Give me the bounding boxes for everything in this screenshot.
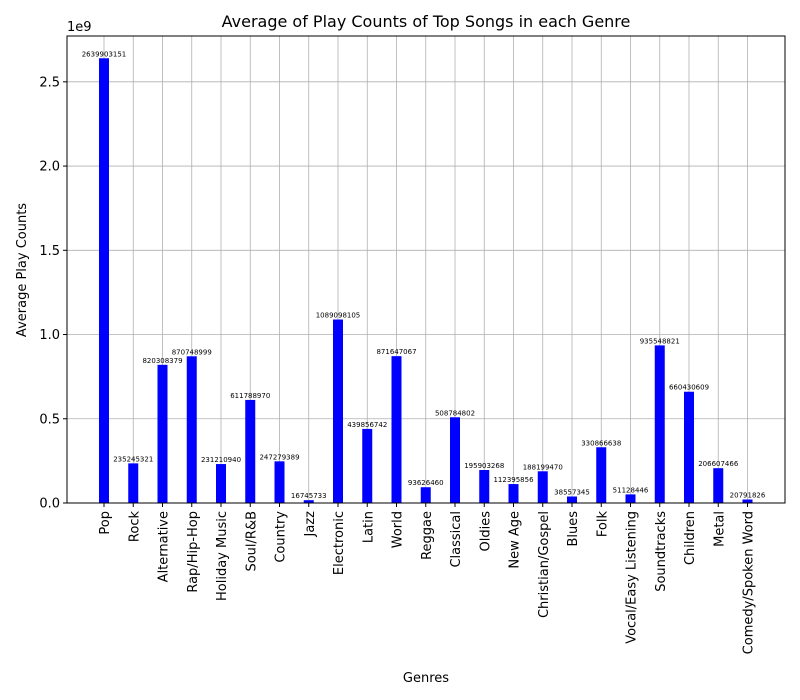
- bar-value-label: 16745733: [291, 492, 327, 500]
- bar-value-label: 235245321: [113, 455, 153, 463]
- bar: [99, 58, 109, 504]
- bar-value-label: 231210940: [201, 456, 241, 464]
- x-tick-label: Classical: [449, 511, 464, 568]
- x-tick-label: New Age: [508, 511, 523, 569]
- bar: [450, 417, 460, 503]
- bar-value-label: 206607466: [698, 460, 739, 468]
- x-tick-label: Rap/Hip-Hop: [186, 511, 201, 593]
- bar: [157, 364, 168, 503]
- bar-value-label: 188199470: [523, 463, 563, 471]
- bars-layer: [99, 58, 753, 504]
- bar-value-label: 20791826: [730, 491, 766, 499]
- bar: [303, 500, 314, 503]
- bar: [128, 463, 139, 503]
- y-tick-label: 0.5: [39, 412, 60, 427]
- bar-value-label: 2639903151: [82, 50, 127, 58]
- x-tick-label: Metal: [712, 511, 727, 547]
- bar-value-label: 439856742: [347, 421, 387, 429]
- y-tick-label: 1.5: [39, 244, 60, 259]
- bar: [684, 391, 694, 503]
- x-tick-label: Soul/R&B: [244, 511, 259, 572]
- y-axis-offset-label: 1e9: [67, 20, 92, 35]
- bar: [713, 468, 724, 503]
- x-axis-label: Genres: [403, 671, 449, 686]
- x-tick-label: Jazz: [303, 511, 318, 538]
- chart-title: Average of Play Counts of Top Songs in e…: [222, 12, 631, 31]
- bar: [479, 469, 490, 503]
- bar: [274, 461, 285, 503]
- x-tick-label: Rock: [127, 511, 142, 543]
- bar-value-label: 93626460: [408, 479, 444, 487]
- bar: [596, 447, 607, 503]
- bar: [625, 494, 636, 503]
- bar-value-label: 247279389: [259, 453, 299, 461]
- bar: [537, 471, 548, 503]
- x-tick-label: World: [391, 511, 406, 548]
- x-tick-label: Reggae: [420, 511, 435, 560]
- bar: [216, 464, 226, 503]
- bar: [420, 487, 431, 503]
- bar: [654, 345, 665, 503]
- x-tick-label: Electronic: [332, 511, 347, 575]
- bar-value-label: 112395856: [493, 476, 534, 484]
- x-tick-label: Country: [274, 511, 289, 563]
- y-axis-label: Average Play Counts: [15, 203, 30, 337]
- bar: [508, 484, 519, 503]
- bar: [391, 356, 402, 503]
- y-tick-label: 0.0: [39, 497, 60, 512]
- y-tick-label: 2.5: [39, 75, 60, 90]
- x-tick-label: Children: [683, 511, 698, 565]
- bar-value-label: 195903268: [464, 462, 504, 470]
- x-tick-label: Soundtracks: [654, 511, 669, 592]
- x-tick-label: Pop: [98, 511, 113, 535]
- bar: [186, 356, 197, 503]
- bar: [333, 319, 343, 503]
- x-tick-label: Holiday Music: [215, 511, 230, 601]
- bar: [742, 499, 753, 503]
- bar-value-label: 508784802: [435, 409, 475, 417]
- x-tick-label: Latin: [361, 511, 376, 543]
- bar-value-label: 330866638: [581, 439, 621, 447]
- bar-value-label: 1089098105: [316, 312, 361, 320]
- y-axis-ticks: 0.0 0.5 1.0 1.5 2.0 2.5: [39, 75, 67, 512]
- bar: [362, 428, 373, 503]
- x-tick-label: Vocal/Easy Listening: [625, 511, 640, 644]
- x-tick-label: Christian/Gospel: [537, 511, 552, 618]
- bar-value-label: 38557345: [554, 489, 590, 497]
- x-axis-ticks: Pop Rock Alternative Rap/Hip-Hop Holiday Mus…: [98, 503, 757, 654]
- x-tick-label: Comedy/Spoken Word: [742, 511, 757, 654]
- bar-value-label: 935548821: [640, 337, 680, 345]
- bar-value-label: 51128446: [613, 486, 649, 494]
- bar: [567, 496, 577, 503]
- y-tick-label: 1.0: [39, 328, 60, 343]
- bar-value-label: 660430609: [669, 384, 709, 392]
- x-tick-label: Folk: [595, 511, 610, 538]
- x-tick-label: Blues: [566, 511, 581, 547]
- x-tick-label: Oldies: [478, 511, 493, 552]
- bar-value-label: 870748999: [172, 348, 212, 356]
- grid-layer: [67, 36, 785, 504]
- bar: [245, 399, 256, 503]
- y-tick-label: 2.0: [39, 160, 60, 175]
- bar-value-label: 820308379: [142, 357, 182, 365]
- bar-value-label: 871647067: [376, 348, 416, 356]
- bar-value-label: 611788970: [230, 392, 270, 400]
- x-tick-label: Alternative: [157, 511, 172, 582]
